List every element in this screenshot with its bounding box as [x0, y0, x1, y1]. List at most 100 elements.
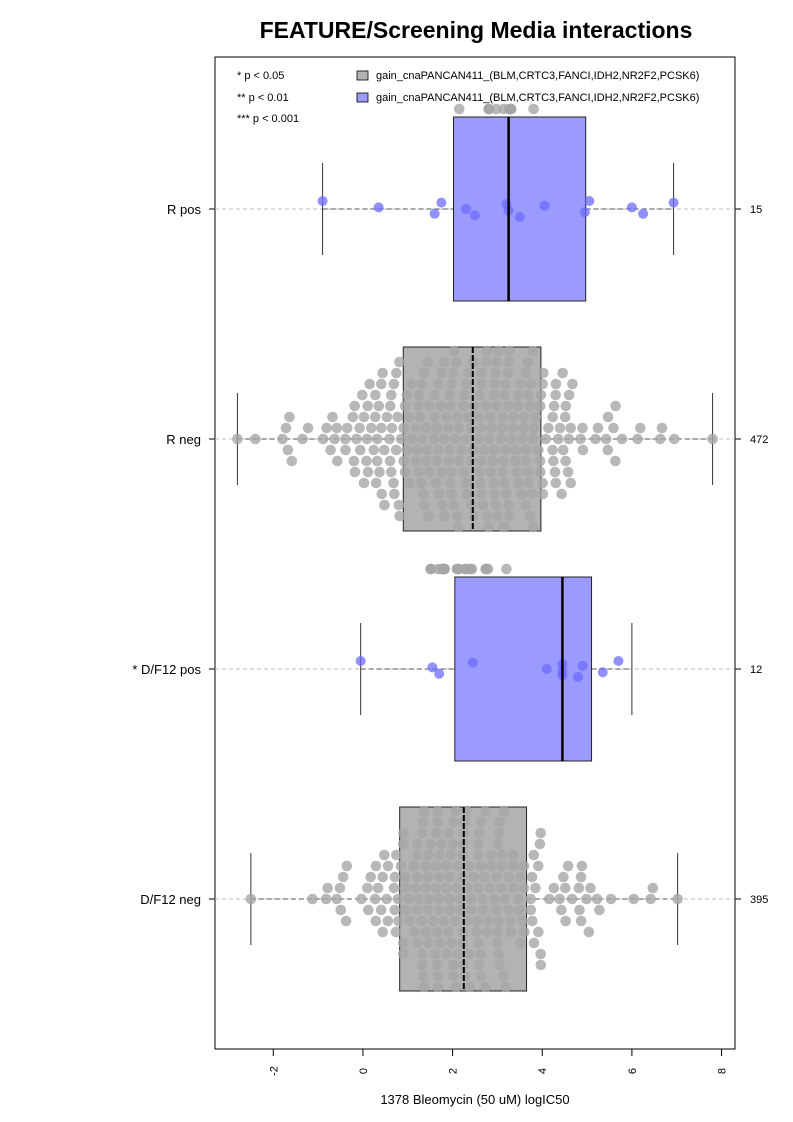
legend-swatch-neg	[356, 70, 369, 81]
group-3-point-148	[471, 926, 482, 938]
group-3-point-33	[398, 937, 409, 949]
group-1-point-140	[461, 488, 472, 500]
group-1-point-288	[635, 422, 646, 434]
group-3-point-242	[645, 893, 657, 905]
group-2-point-3	[467, 657, 478, 668]
group-3-point-231	[574, 904, 585, 916]
group-3-point-163	[479, 805, 491, 817]
group-3-point-35	[398, 948, 409, 960]
group-1-point-118	[445, 400, 457, 412]
group-1-point-4	[282, 444, 294, 456]
group-3-point-66	[423, 893, 435, 905]
group-1-point-22	[349, 466, 361, 478]
group-1-point-85	[416, 433, 428, 445]
group-3-point-8	[340, 915, 352, 927]
group-3-point-3	[322, 882, 333, 894]
group-1-point-101	[431, 455, 443, 467]
group-3-point-186	[496, 860, 507, 872]
group-1-point-107	[436, 367, 447, 379]
group-1-point-155	[475, 422, 487, 434]
group-3-point-141	[464, 981, 475, 993]
group-3-point-61	[420, 926, 432, 938]
group-3-point-36	[398, 827, 409, 839]
group-0-point-5	[470, 210, 480, 221]
group-2-label: * D/F12 pos	[132, 662, 201, 677]
group-3-point-147	[468, 871, 479, 883]
group-1-point-68	[399, 400, 411, 412]
group-1-point-291	[669, 433, 680, 445]
group-1-point-191	[498, 455, 509, 467]
group-3-point-202	[514, 871, 526, 883]
group-1-point-15	[332, 455, 343, 467]
group-3-point-5	[334, 882, 346, 894]
group-3-point-140	[463, 948, 475, 960]
group-3-point-59	[420, 882, 431, 894]
group-1-point-256	[548, 400, 560, 412]
group-3-point-88	[436, 838, 447, 850]
group-1-point-158	[476, 488, 487, 500]
group-1-point-91	[421, 444, 433, 456]
group-1-point-76	[410, 422, 422, 434]
group-1-point-133	[455, 444, 467, 456]
group-1-point-221	[517, 433, 529, 445]
group-1-point-223	[518, 411, 530, 423]
group-3-point-177	[491, 937, 503, 949]
x-tick-label-1: 0	[358, 1068, 370, 1074]
group-1-point-84	[416, 378, 427, 390]
group-3-point-117	[452, 860, 463, 872]
group-1-point-172	[485, 466, 496, 478]
group-3-point-10	[356, 893, 367, 905]
group-3-point-78	[432, 816, 443, 828]
group-1-point-29	[361, 455, 372, 467]
group-3-point-168	[481, 926, 493, 938]
group-1-point-12	[327, 411, 338, 423]
group-1-point-149	[468, 400, 480, 412]
group-1-point-16	[340, 433, 351, 445]
group-3-point-53	[416, 827, 428, 839]
group-1-point-267	[560, 455, 571, 467]
group-1-point-90	[421, 455, 432, 467]
group-3-point-144	[465, 893, 477, 905]
legend: * p < 0.05 ** p < 0.01 *** p < 0.001 gai…	[237, 70, 699, 125]
group-1-point-72	[403, 411, 415, 423]
group-1-point-220	[515, 488, 527, 500]
group-1-point-176	[488, 477, 499, 489]
group-1-point-262	[554, 422, 566, 434]
legend-sig-3: *** p < 0.001	[237, 113, 299, 125]
group-1-count: 472	[750, 434, 768, 446]
group-3-point-208	[525, 893, 537, 905]
group-1-point-151	[473, 411, 485, 423]
group-1-point-87	[418, 367, 430, 379]
group-3-point-185	[495, 882, 507, 894]
group-3-point-201	[514, 904, 525, 916]
group-3-point-14	[369, 893, 381, 905]
group-1-point-77	[410, 455, 422, 467]
group-1-point-53	[385, 466, 397, 478]
group-3-point-24	[382, 860, 394, 872]
group-1-point-213	[509, 455, 521, 467]
group-1-point-251	[540, 433, 552, 445]
group-3-point-56	[418, 970, 429, 982]
group-3-point-175	[491, 904, 502, 916]
x-tick-label-5: 8	[717, 1068, 729, 1074]
group-3-point-25	[388, 882, 400, 894]
group-3-point-112	[450, 915, 461, 927]
group-3-point-43	[409, 926, 420, 938]
legend-swatch-pos	[356, 92, 369, 103]
group-1-point-1	[250, 433, 261, 445]
group-1-point-132	[453, 103, 465, 115]
group-1-point-161	[478, 444, 490, 456]
group-3-point-51	[416, 915, 427, 927]
group-1-point-10	[321, 422, 332, 434]
group-3-point-162	[478, 871, 490, 883]
group-3-point-20	[377, 926, 389, 938]
group-3-point-244	[672, 893, 683, 905]
group-3-point-85	[434, 871, 445, 883]
group-1-point-137	[460, 433, 472, 445]
group-3-point-184	[494, 816, 505, 828]
group-1-point-105	[435, 400, 447, 412]
group-1-point-108	[437, 499, 448, 511]
group-3-point-235	[581, 893, 592, 905]
group-1-point-201	[503, 499, 514, 511]
group-1-point-233	[524, 510, 536, 522]
